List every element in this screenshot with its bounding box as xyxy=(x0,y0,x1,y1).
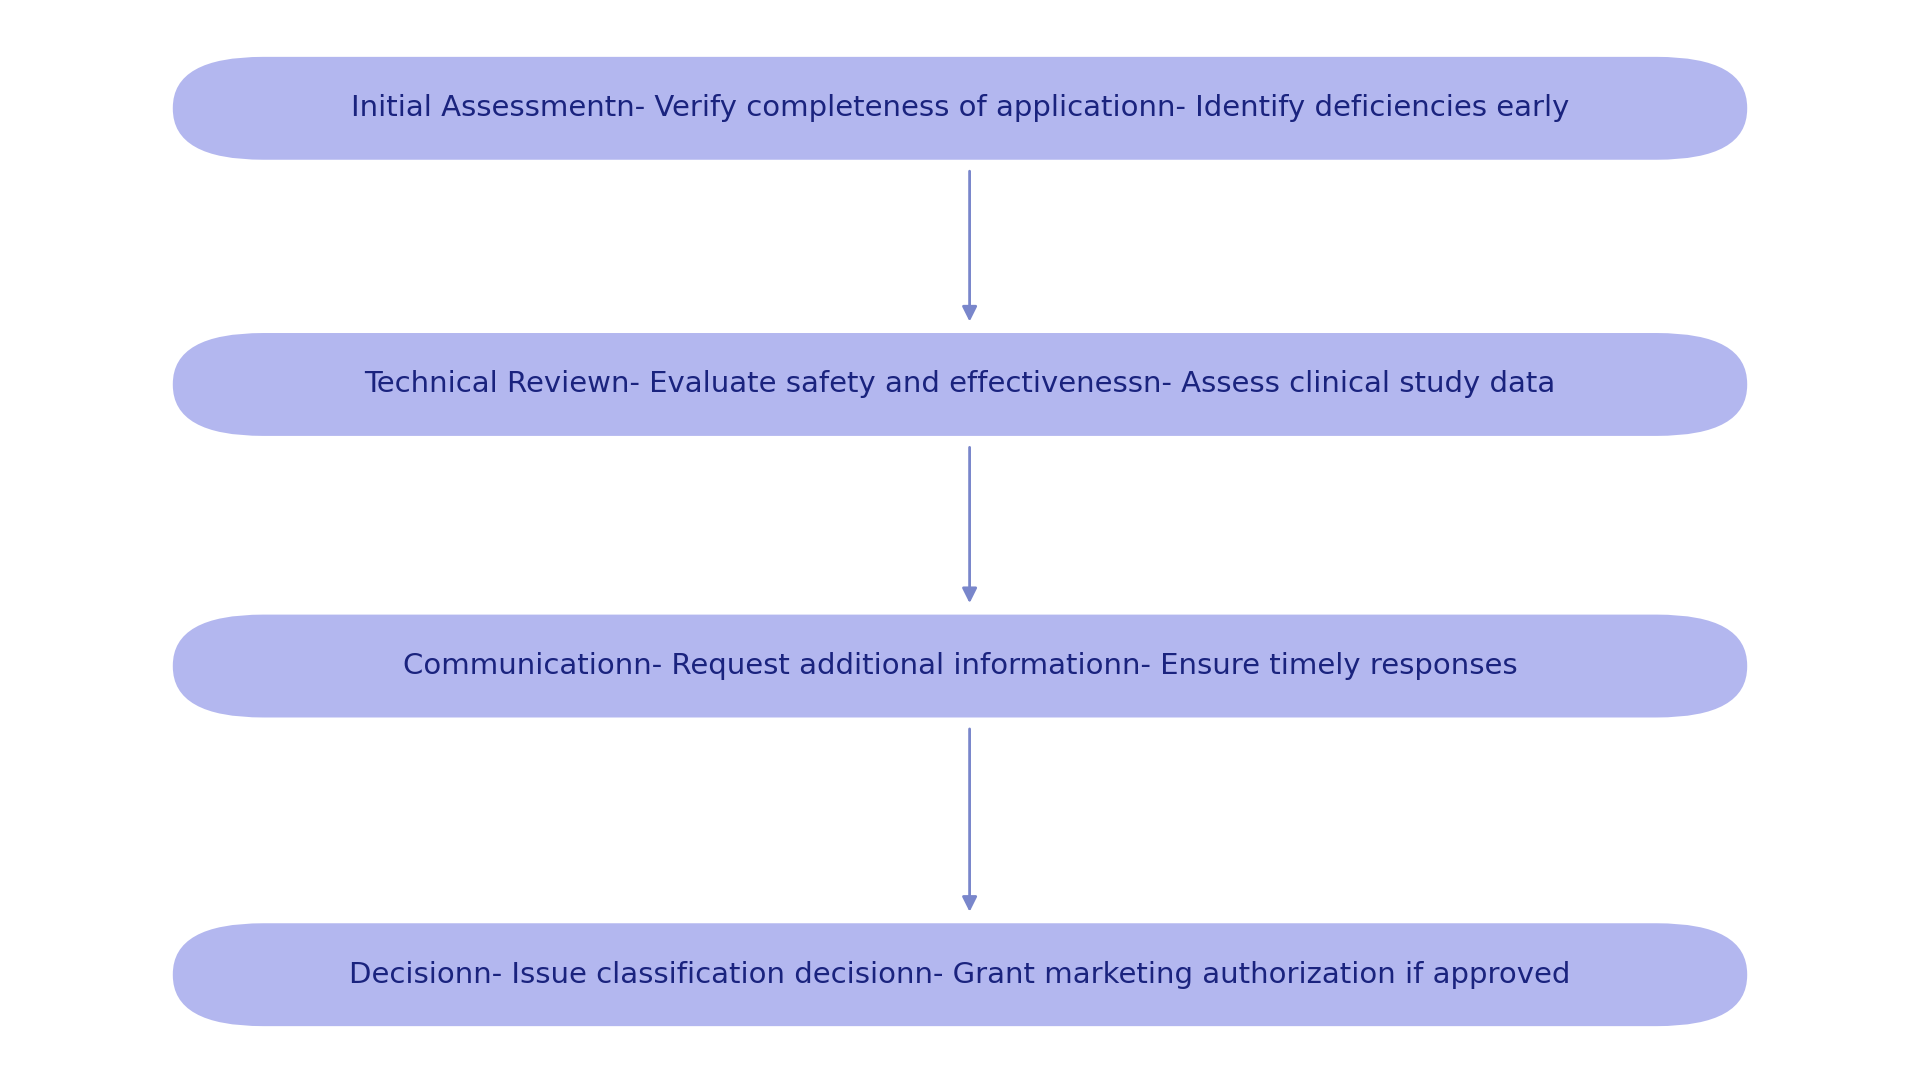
FancyBboxPatch shape xyxy=(173,334,1747,435)
Text: Initial Assessmentn- Verify completeness of applicationn- Identify deficiencies : Initial Assessmentn- Verify completeness… xyxy=(351,94,1569,122)
FancyBboxPatch shape xyxy=(173,923,1747,1027)
FancyBboxPatch shape xyxy=(173,615,1747,717)
Text: Decisionn- Issue classification decisionn- Grant marketing authorization if appr: Decisionn- Issue classification decision… xyxy=(349,961,1571,989)
Text: Technical Reviewn- Evaluate safety and effectivenessn- Assess clinical study dat: Technical Reviewn- Evaluate safety and e… xyxy=(365,370,1555,399)
FancyBboxPatch shape xyxy=(173,57,1747,159)
Text: Communicationn- Request additional informationn- Ensure timely responses: Communicationn- Request additional infor… xyxy=(403,652,1517,680)
